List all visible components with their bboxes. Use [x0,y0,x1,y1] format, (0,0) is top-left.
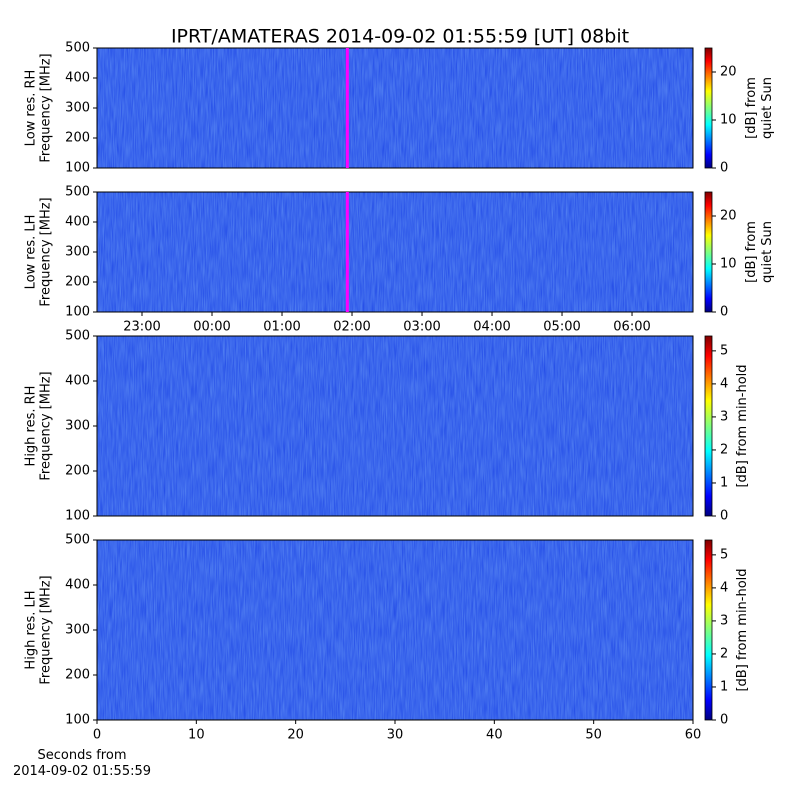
x-axis-label-line: Seconds from [37,748,126,763]
x-tick-label: 06:00 [613,320,650,335]
x-tick-label: 40 [486,728,503,743]
y-axis-label-line: Frequency [MHz] [38,371,53,480]
colorbar-label: [dB] fromquiet Sun [744,77,775,139]
colorbar-label-line: [dB] from [744,77,759,139]
y-axis-label-line: Low res. RH [23,70,38,147]
x-tick-label: 00:00 [193,320,230,335]
colorbar [704,335,713,517]
y-tick-label: 200 [65,668,90,683]
colorbar [704,191,713,313]
y-tick-label: 200 [65,464,90,479]
spectrogram-texture [97,192,693,312]
colorbar-tick-label: 20 [720,65,737,80]
y-tick-label: 300 [65,623,90,638]
x-tick-label: 0 [93,728,101,743]
spectrogram-texture [97,540,693,720]
x-tick-label: 23:00 [123,320,160,335]
colorbar [704,47,713,169]
x-tick-label: 02:00 [333,320,370,335]
y-tick-label: 500 [65,533,90,548]
colorbar-tick-label: 2 [720,442,728,457]
colorbar-label: [dB] from min-hold [735,364,750,487]
y-axis-label: High res. LHFrequency [MHz] [23,575,53,684]
x-tick-label: 30 [387,728,404,743]
y-tick-label: 500 [65,41,90,56]
colorbar-label-line: quiet Sun [760,221,775,283]
y-axis-label-line: High res. LH [23,590,38,669]
x-tick-label: 03:00 [403,320,440,335]
colorbar-tick-label: 2 [720,646,728,661]
y-tick-label: 300 [65,245,90,260]
colorbar-tick-label: 3 [720,409,728,424]
y-axis-label-line: High res. RH [23,386,38,467]
y-tick-label: 200 [65,275,90,290]
colorbar-label-line: [dB] from min-hold [735,364,750,487]
colorbar-tick-label: 4 [720,580,728,595]
colorbar [704,539,713,721]
y-axis-label-line: Frequency [MHz] [38,197,53,306]
colorbar-tick-label: 0 [720,305,728,320]
colorbar-label-line: quiet Sun [760,77,775,139]
colorbar-tick-label: 4 [720,376,728,391]
y-axis-label-line: Low res. LH [23,215,38,290]
colorbar-tick-label: 0 [720,161,728,176]
x-tick-label: 01:00 [263,320,300,335]
y-tick-label: 500 [65,185,90,200]
y-tick-label: 100 [65,305,90,320]
x-tick-label: 10 [188,728,205,743]
x-tick-label: 50 [585,728,602,743]
spectrogram-texture [97,48,693,168]
x-tick-label: 20 [287,728,304,743]
y-tick-label: 100 [65,161,90,176]
y-tick-label: 400 [65,215,90,230]
colorbar-label-line: [dB] from min-hold [735,568,750,691]
y-tick-label: 400 [65,374,90,389]
colorbar-label: [dB] from min-hold [735,568,750,691]
colorbar-tick-label: 1 [720,475,728,490]
colorbar-tick-label: 1 [720,679,728,694]
x-tick-label: 04:00 [473,320,510,335]
colorbar-tick-label: 0 [720,713,728,728]
colorbar-tick-label: 10 [720,257,737,272]
y-axis-label: Low res. LHFrequency [MHz] [23,197,53,306]
y-tick-label: 100 [65,713,90,728]
y-tick-label: 100 [65,509,90,524]
colorbar-tick-label: 10 [720,113,737,128]
y-axis-label: High res. RHFrequency [MHz] [23,371,53,480]
y-tick-label: 400 [65,578,90,593]
y-tick-label: 300 [65,101,90,116]
y-tick-label: 400 [65,71,90,86]
spectrogram-texture [97,336,693,516]
colorbar-tick-label: 20 [720,209,737,224]
x-axis-label-line: 2014-09-02 01:55:59 [13,764,151,779]
colorbar-label-line: [dB] from [744,221,759,283]
x-axis-label: Seconds from 2014-09-02 01:55:59 [13,748,151,779]
y-tick-label: 200 [65,131,90,146]
colorbar-tick-label: 5 [720,343,728,358]
colorbar-tick-label: 5 [720,547,728,562]
y-axis-label-line: Frequency [MHz] [38,575,53,684]
colorbar-tick-label: 0 [720,509,728,524]
x-tick-label: 60 [685,728,702,743]
colorbar-tick-label: 3 [720,613,728,628]
y-axis-label: Low res. RHFrequency [MHz] [23,53,53,162]
colorbar-label: [dB] fromquiet Sun [744,221,775,283]
y-tick-label: 500 [65,329,90,344]
figure-title: IPRT/AMATERAS 2014-09-02 01:55:59 [UT] 0… [171,26,629,48]
y-axis-label-line: Frequency [MHz] [38,53,53,162]
x-tick-label: 05:00 [543,320,580,335]
y-tick-label: 300 [65,419,90,434]
